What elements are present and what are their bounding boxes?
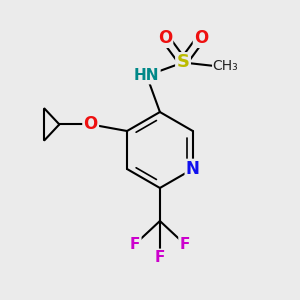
Text: F: F: [179, 237, 190, 252]
Text: CH₃: CH₃: [213, 59, 238, 73]
Text: O: O: [194, 29, 208, 47]
Text: HN: HN: [134, 68, 159, 83]
Text: O: O: [158, 29, 172, 47]
Text: N: N: [186, 160, 200, 178]
Text: F: F: [130, 237, 140, 252]
Text: S: S: [176, 53, 190, 71]
Text: O: O: [84, 116, 98, 134]
Text: F: F: [155, 250, 165, 265]
